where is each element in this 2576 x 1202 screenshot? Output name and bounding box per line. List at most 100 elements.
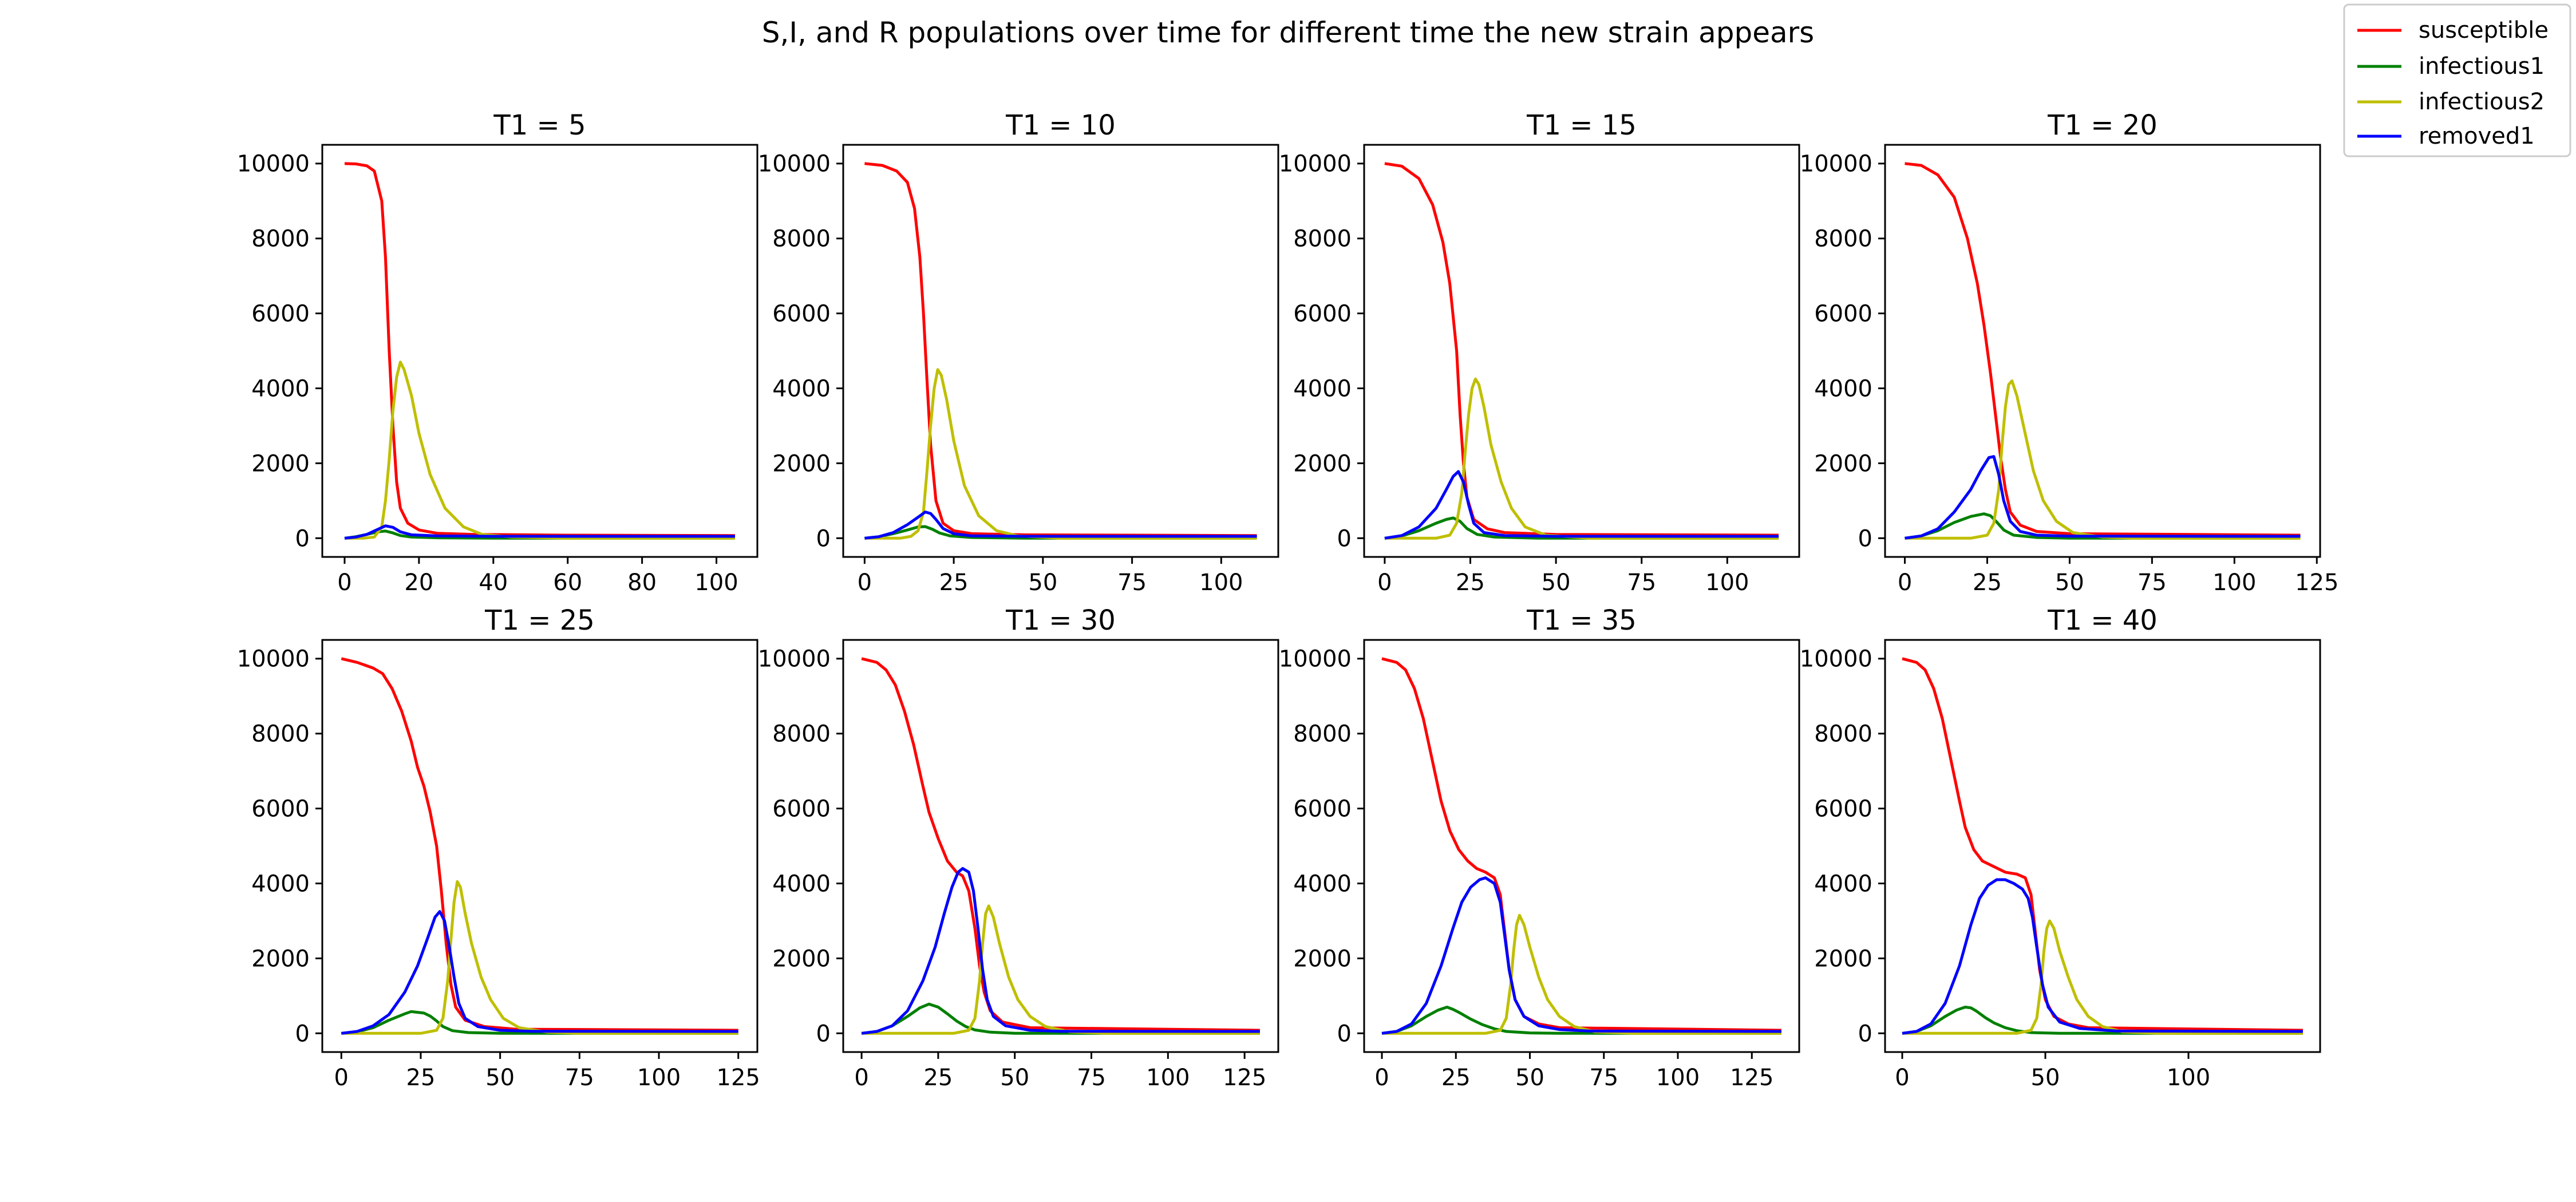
series-line-infectious2	[1384, 377, 1779, 540]
x-tick-label: 25	[1441, 1065, 1471, 1091]
y-tick-label: 2000	[772, 946, 831, 972]
series-line-removed1	[864, 511, 1257, 540]
series-line-infectious1	[1381, 1006, 1781, 1035]
y-tick-label: 4000	[1293, 375, 1352, 402]
legend: susceptible infectious1 infectious2 remo…	[2343, 3, 2571, 157]
y-tick-label: 0	[1858, 1021, 1872, 1047]
legend-label-removed1: removed1	[2419, 123, 2535, 149]
subplot-frame	[321, 144, 758, 558]
subplot-3: T1 = 15 0 25 50 75 100 0 2000 4000 6000 8000 10000	[1279, 109, 1800, 596]
x-tick-label: 40	[479, 570, 508, 596]
y-tick-label: 10000	[237, 646, 310, 673]
x-tick-label: 125	[1730, 1065, 1773, 1091]
y-tick-label: 10000	[758, 646, 831, 673]
y-tick-label: 4000	[772, 375, 831, 402]
subplot-frame	[842, 639, 1279, 1053]
series-line-removed1	[1902, 878, 2304, 1035]
x-tick-label: 25	[1456, 570, 1485, 596]
series-line-removed1	[344, 524, 735, 540]
y-tick-label: 6000	[1293, 301, 1352, 327]
subplot-title: T1 = 5	[493, 109, 586, 141]
x-tick-label: 80	[627, 570, 657, 596]
x-tick-label: 60	[553, 570, 582, 596]
y-tick-label: 2000	[251, 450, 310, 477]
x-tick-label: 125	[717, 1065, 760, 1091]
y-tick-label: 4000	[1814, 375, 1872, 402]
x-tick-label: 25	[939, 570, 969, 596]
series-line-removed1	[1905, 455, 2301, 540]
x-tick-label: 0	[854, 1065, 868, 1091]
y-tick-label: 2000	[1293, 450, 1352, 477]
series-line-removed1	[1384, 470, 1779, 540]
x-tick-label: 0	[334, 1065, 349, 1091]
x-tick-label: 25	[406, 1065, 436, 1091]
x-tick-label: 125	[2295, 570, 2338, 596]
x-tick-label: 0	[337, 570, 351, 596]
subplot-title: T1 = 20	[2047, 109, 2158, 141]
x-tick-label: 0	[1377, 570, 1392, 596]
y-tick-label: 6000	[1293, 796, 1352, 823]
y-tick-label: 2000	[1814, 450, 1872, 477]
y-tick-label: 8000	[1293, 226, 1352, 252]
subplot-frame	[1363, 144, 1800, 558]
subplot-frame	[842, 144, 1279, 558]
x-tick-label: 100	[1656, 1065, 1700, 1091]
subplot-5: T1 = 25 0 25 50 75 100 125 0 2000 4000 6000 8000 100…	[237, 604, 760, 1091]
subplot-frame	[321, 639, 758, 1053]
x-tick-label: 0	[1895, 1065, 1909, 1091]
x-tick-label: 0	[1898, 570, 1912, 596]
figure-suptitle: S,I, and R populations over time for dif…	[762, 16, 1814, 49]
x-tick-label: 125	[1223, 1065, 1266, 1091]
series-line-infectious2	[862, 904, 1260, 1035]
x-tick-label: 50	[2031, 1065, 2060, 1091]
x-tick-label: 75	[2138, 570, 2167, 596]
y-tick-label: 10000	[237, 151, 310, 177]
subplot-series-group	[1902, 657, 2304, 1035]
x-tick-label: 75	[1077, 1065, 1106, 1091]
y-tick-label: 0	[1858, 525, 1872, 552]
x-tick-label: 0	[1374, 1065, 1389, 1091]
x-tick-label: 100	[1146, 1065, 1190, 1091]
y-tick-label: 2000	[772, 450, 831, 477]
legend-label-susceptible: susceptible	[2419, 17, 2549, 44]
series-line-infectious2	[1382, 914, 1781, 1035]
x-tick-label: 20	[404, 570, 433, 596]
series-line-infectious1	[1905, 512, 2301, 540]
series-line-susceptible	[1905, 162, 2301, 537]
subplot-title: T1 = 40	[2047, 604, 2158, 636]
x-tick-label: 100	[694, 570, 738, 596]
y-tick-label: 6000	[772, 796, 831, 823]
y-tick-label: 8000	[1814, 721, 1872, 748]
series-line-removed1	[341, 910, 738, 1035]
series-line-removed1	[1381, 876, 1782, 1035]
y-tick-label: 4000	[1814, 871, 1872, 897]
x-tick-label: 100	[1199, 570, 1243, 596]
x-tick-label: 0	[858, 570, 872, 596]
y-tick-label: 10000	[1279, 646, 1352, 673]
subplot-series-group	[864, 162, 1257, 540]
series-line-infectious2	[341, 880, 738, 1035]
legend-frame	[2343, 3, 2571, 157]
y-tick-label: 4000	[772, 871, 831, 897]
y-tick-label: 6000	[251, 796, 310, 823]
subplot-grid: T1 = 50 20 40 60 80 1000200040006000800010000…	[237, 109, 2339, 1091]
x-tick-label: 75	[1589, 1065, 1618, 1091]
series-line-infectious1	[341, 1010, 738, 1035]
x-tick-label: 100	[637, 1065, 681, 1091]
x-tick-label: 75	[1117, 570, 1147, 596]
subplot-title: T1 = 10	[1005, 109, 1116, 141]
y-tick-label: 0	[1337, 1021, 1352, 1047]
series-line-infectious2	[1902, 919, 2303, 1035]
y-tick-label: 8000	[251, 721, 310, 748]
x-tick-label: 50	[485, 1065, 515, 1091]
legend-label-infectious1: infectious1	[2419, 53, 2545, 80]
y-tick-label: 8000	[251, 226, 310, 252]
subplot-frame	[1884, 144, 2321, 558]
y-tick-label: 2000	[1293, 946, 1352, 972]
y-tick-label: 8000	[1293, 721, 1352, 748]
x-tick-label: 50	[1000, 1065, 1029, 1091]
subplot-frame	[1884, 639, 2321, 1053]
subplot-1: T1 = 5 0 20 40 60 80 100 0 2000 4000 6000 8000 10000	[237, 109, 758, 596]
